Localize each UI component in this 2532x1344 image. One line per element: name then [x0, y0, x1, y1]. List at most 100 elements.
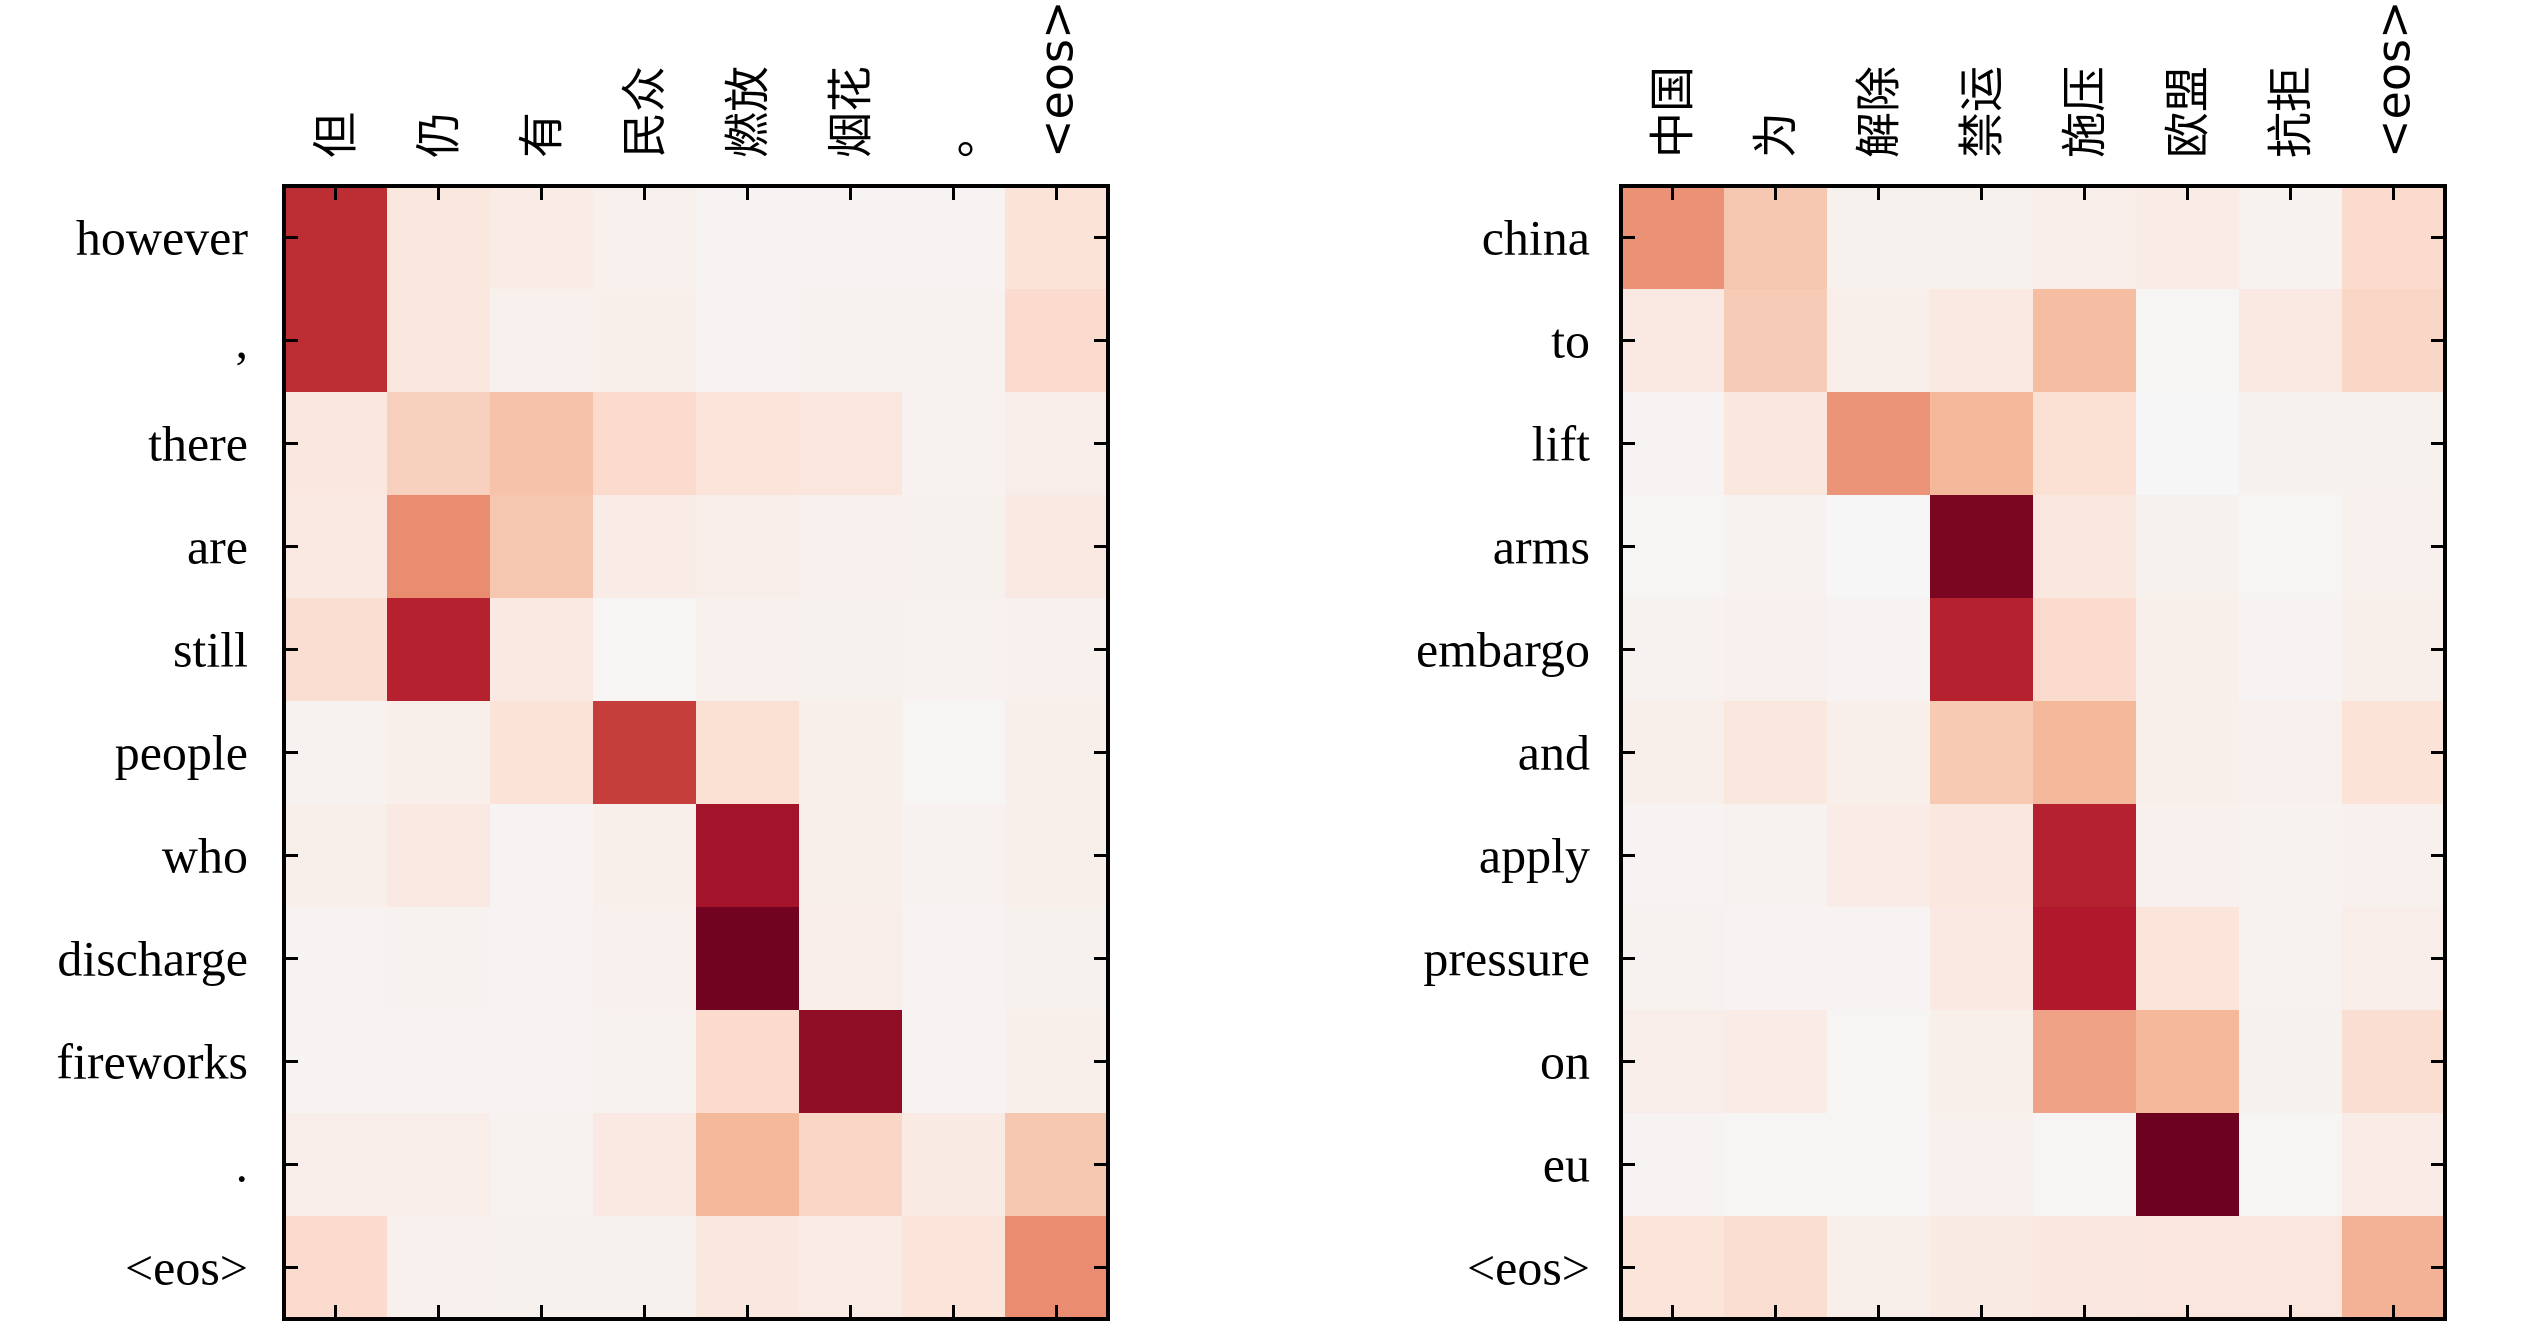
- y-tick-label: apply: [1479, 828, 1590, 884]
- heatmap-cell: [284, 701, 388, 805]
- heatmap-cell: [902, 1216, 1006, 1320]
- heatmap-cell: [1621, 598, 1725, 702]
- heatmap-cell: [696, 1216, 800, 1320]
- heatmap-cell: [1827, 598, 1931, 702]
- heatmap-cell: [1005, 804, 1109, 908]
- x-tick-label: 燃放: [721, 66, 775, 158]
- x-tick-label: 施压: [2058, 66, 2112, 158]
- heatmap-cell: [284, 495, 388, 599]
- heatmap-cell: [490, 392, 594, 496]
- heatmap-cell: [1621, 495, 1725, 599]
- heatmap-cell: [2239, 1113, 2343, 1217]
- x-tick-label: 民众: [618, 66, 672, 158]
- heatmap-cell: [1005, 1113, 1109, 1217]
- heatmap-cell: [2239, 1010, 2343, 1114]
- heatmap-cell: [1930, 1216, 2034, 1320]
- heatmap-cell: [799, 495, 903, 599]
- heatmap-cell: [1724, 289, 1828, 393]
- heatmap-cell: [696, 598, 800, 702]
- heatmap-cell: [284, 1010, 388, 1114]
- heatmap-cell: [2033, 289, 2137, 393]
- heatmap-cell: [2342, 1010, 2446, 1114]
- heatmap-cell: [1930, 701, 2034, 805]
- heatmap-cell: [593, 598, 697, 702]
- heatmap-cell: [2033, 598, 2137, 702]
- heatmap-cell: [902, 701, 1006, 805]
- heatmap-panel-2: china to lift arms embargo and apply pressure on…: [1416, 1, 2447, 1321]
- heatmap-cell: [799, 186, 903, 290]
- heatmap-cell: [902, 907, 1006, 1011]
- heatmap-cell: [1005, 186, 1109, 290]
- heatmap-cell: [2342, 804, 2446, 908]
- heatmap-cell: [902, 495, 1006, 599]
- heatmap-cell: [490, 907, 594, 1011]
- x-tick-label: 但: [309, 112, 363, 158]
- heatmap-cell: [2136, 1113, 2240, 1217]
- heatmap-cell: [2136, 598, 2240, 702]
- heatmap-cell: [902, 186, 1006, 290]
- heatmap-cell: [284, 1216, 388, 1320]
- heatmap-cell: [2342, 186, 2446, 290]
- heatmap-cell: [2342, 907, 2446, 1011]
- x-tick-label: 禁运: [1955, 66, 2009, 158]
- heatmap-cell: [284, 392, 388, 496]
- heatmap-cell: [1621, 289, 1725, 393]
- heatmap-cell: [902, 392, 1006, 496]
- heatmap-cell: [1621, 392, 1725, 496]
- y-tick-label: lift: [1532, 416, 1590, 472]
- heatmap-cell: [1827, 186, 1931, 290]
- heatmap-cell: [1827, 495, 1931, 599]
- heatmap-cell: [1005, 1010, 1109, 1114]
- heatmap-cell: [2239, 701, 2343, 805]
- heatmap-cell: [2342, 701, 2446, 805]
- heatmap-cell: [1621, 804, 1725, 908]
- heatmap-cell: [799, 598, 903, 702]
- heatmap-cell: [2033, 1010, 2137, 1114]
- heatmap-cell: [1005, 495, 1109, 599]
- heatmap-cell: [2033, 392, 2137, 496]
- y-tick-label: are: [187, 519, 248, 575]
- heatmap-cell: [387, 804, 491, 908]
- heatmap-cell: [1724, 392, 1828, 496]
- heatmap-cell: [387, 1113, 491, 1217]
- heatmap-cell: [1827, 1216, 1931, 1320]
- heatmap-cell: [696, 1113, 800, 1217]
- heatmap-cell: [696, 907, 800, 1011]
- y-tick-label: embargo: [1416, 622, 1590, 678]
- heatmap-cell: [2033, 804, 2137, 908]
- heatmap-cell: [2342, 1216, 2446, 1320]
- heatmap-cell: [1930, 598, 2034, 702]
- heatmap-cell: [1724, 1216, 1828, 1320]
- heatmap-cell: [593, 495, 697, 599]
- heatmap-cell: [696, 804, 800, 908]
- heatmap-cell: [2136, 701, 2240, 805]
- heatmap-cell: [387, 495, 491, 599]
- heatmap-cell: [2033, 907, 2137, 1011]
- heatmap-cell: [696, 186, 800, 290]
- heatmap-cell: [2136, 186, 2240, 290]
- heatmap-cell: [799, 701, 903, 805]
- y-tick-label: .: [236, 1137, 249, 1193]
- heatmap-cell: [1621, 186, 1725, 290]
- y-tick-label: <eos>: [1467, 1240, 1590, 1296]
- y-tick-label: and: [1518, 725, 1590, 781]
- heatmap-cell: [2342, 392, 2446, 496]
- heatmap-cell: [284, 289, 388, 393]
- heatmap-cell: [387, 1216, 491, 1320]
- heatmap-cell: [593, 1216, 697, 1320]
- heatmap-cell: [2033, 186, 2137, 290]
- heatmap-cell: [490, 495, 594, 599]
- heatmap-cell: [799, 1010, 903, 1114]
- heatmap-cell: [1827, 1010, 1931, 1114]
- heatmap-cell: [2136, 1010, 2240, 1114]
- y-tick-label: fireworks: [56, 1034, 248, 1090]
- heatmap-cell: [593, 701, 697, 805]
- heatmap-cell: [490, 186, 594, 290]
- heatmap-cell: [593, 907, 697, 1011]
- x-tick-label: 仍: [412, 112, 466, 158]
- x-tick-label: 抗拒: [2264, 66, 2318, 158]
- heatmap-cell: [387, 598, 491, 702]
- heatmap-cell: [799, 804, 903, 908]
- heatmap-cell: [1005, 392, 1109, 496]
- y-tick-label: eu: [1543, 1137, 1590, 1193]
